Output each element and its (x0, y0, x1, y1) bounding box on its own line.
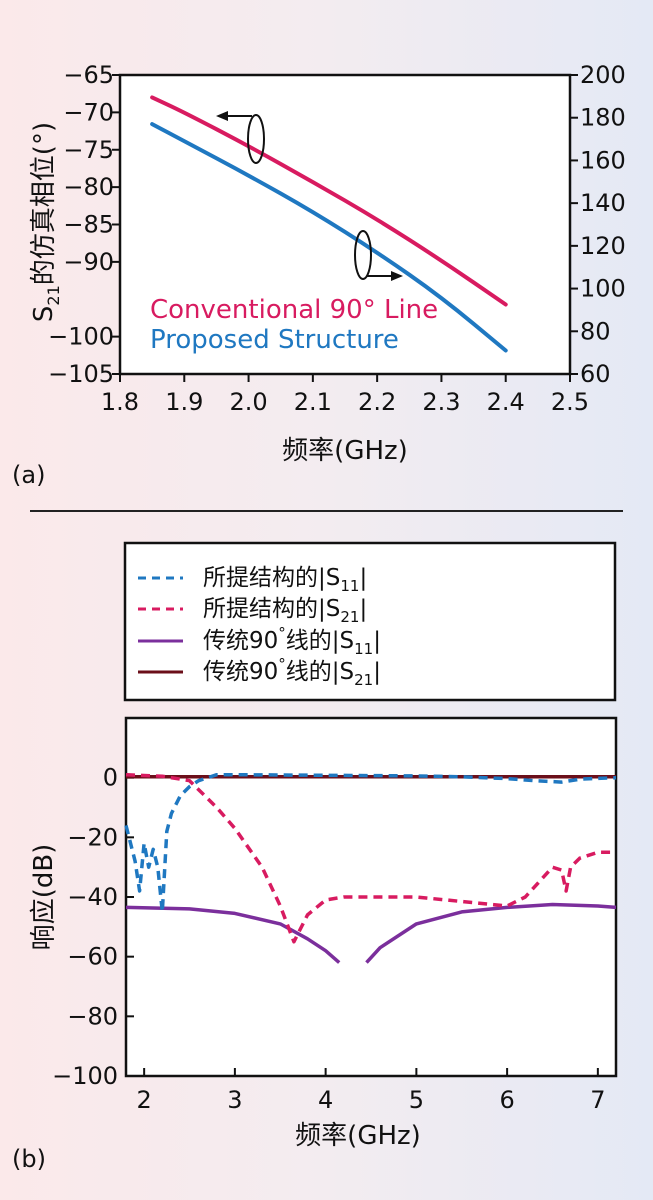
legend-entry-s11-conventional: 传统90°线的|S11| (138, 624, 381, 658)
right-axis-indicator (354, 230, 403, 281)
y-left-tick-label: −65 (63, 61, 114, 89)
y-axis-ticks-b: 0 −20 −40 −60 −80 −100 (52, 764, 134, 1090)
y-axis-left-ticks-a: −65 −70 −75 −80 −85 −90 −100 −105 (48, 61, 120, 388)
chart-panel-a: 1.8 1.9 2.0 2.1 2.2 2.3 2.4 2.5 −65 −70 −75 −80 −85… (12, 61, 626, 489)
y-tick-label: −100 (52, 1062, 118, 1090)
y-axis-title-a: S21的仿真相位(°) (29, 122, 63, 322)
y-tick-label: −60 (67, 943, 118, 971)
series-label-proposed: Proposed Structure (150, 325, 399, 355)
series-line-proposed (150, 122, 508, 353)
x-tick-label: 2.0 (229, 388, 267, 416)
x-axis-title-a: 频率(GHz) (282, 436, 408, 466)
series-line-s11-proposed (124, 772, 617, 914)
svg-text:传统90°线的|S11|: 传统90°线的|S11| (203, 624, 381, 658)
x-tick-label: 6 (499, 1086, 514, 1114)
series-line-conventional (150, 95, 508, 307)
y-right-tick-label: 160 (580, 146, 626, 174)
svg-text:所提结构的|S21|: 所提结构的|S21| (203, 596, 367, 626)
y-right-tick-label: 100 (580, 275, 626, 303)
panel-label-a: (a) (12, 461, 45, 489)
legend-entry-s21-conventional: 传统90°线的|S21| (138, 655, 381, 689)
legend-box (123, 541, 617, 702)
chart-panel-b: 所提结构的|S11| 所提结构的|S21| 传统90°线的|S11| 传统90°… (12, 541, 618, 1173)
y-tick-label: −40 (67, 883, 118, 911)
y-axis-title-b: 响应(dB) (29, 844, 59, 951)
x-tick-label: 2 (137, 1086, 152, 1114)
x-tick-label: 2.1 (294, 388, 332, 416)
y-right-tick-label: 140 (580, 189, 626, 217)
legend-entry-s11-proposed: 所提结构的|S11| (138, 565, 367, 595)
legend-entry-s21-proposed: 所提结构的|S21| (138, 596, 367, 626)
svg-text:所提结构的|S11|: 所提结构的|S11| (203, 565, 367, 595)
y-right-tick-label: 80 (580, 317, 611, 345)
x-tick-label: 2.5 (551, 388, 589, 416)
left-axis-indicator (216, 111, 265, 164)
y-left-tick-label: −80 (63, 173, 114, 201)
x-tick-label: 1.8 (101, 388, 139, 416)
y-right-tick-label: 180 (580, 104, 626, 132)
x-tick-label: 2.2 (358, 388, 396, 416)
x-tick-label: 2.4 (487, 388, 525, 416)
y-left-tick-label: −85 (63, 211, 114, 239)
panel-label-b: (b) (12, 1145, 46, 1173)
y-left-tick-label: −90 (63, 248, 114, 276)
x-axis-title-b: 频率(GHz) (295, 1121, 421, 1151)
x-tick-label: 3 (227, 1086, 242, 1114)
x-tick-label: 7 (590, 1086, 605, 1114)
series-label-conventional: Conventional 90° Line (150, 295, 438, 325)
series-lines-b (124, 772, 617, 964)
y-tick-label: −80 (67, 1002, 118, 1030)
plot-frame-a (118, 73, 572, 376)
legend-b: 所提结构的|S11| 所提结构的|S21| 传统90°线的|S11| 传统90°… (123, 541, 617, 702)
y-left-tick-label: −70 (63, 98, 114, 126)
y-right-tick-label: 200 (580, 61, 626, 89)
series-lines-a (150, 95, 508, 353)
y-left-tick-label: −100 (48, 323, 114, 351)
y-tick-label: 0 (103, 764, 118, 792)
x-tick-label: 2.3 (422, 388, 460, 416)
plot-frame-b (124, 716, 618, 1078)
y-right-tick-label: 60 (580, 360, 611, 388)
y-axis-right-ticks-a: 200 180 160 140 120 100 80 60 (570, 61, 626, 388)
series-line-s11-conventional (125, 902, 617, 964)
svg-text:传统90°线的|S21|: 传统90°线的|S21| (203, 655, 381, 689)
x-axis-ticks-b: 2 3 4 5 6 7 (137, 1068, 605, 1114)
y-left-tick-label: −75 (63, 136, 114, 164)
x-tick-label: 4 (318, 1086, 333, 1114)
y-right-tick-label: 120 (580, 232, 626, 260)
x-tick-label: 5 (409, 1086, 424, 1114)
series-line-s21-proposed (125, 772, 616, 944)
y-tick-label: −20 (67, 823, 118, 851)
x-tick-label: 1.9 (165, 388, 203, 416)
x-axis-ticks-a: 1.8 1.9 2.0 2.1 2.2 2.3 2.4 2.5 (101, 374, 589, 416)
y-left-tick-label: −105 (48, 360, 114, 388)
